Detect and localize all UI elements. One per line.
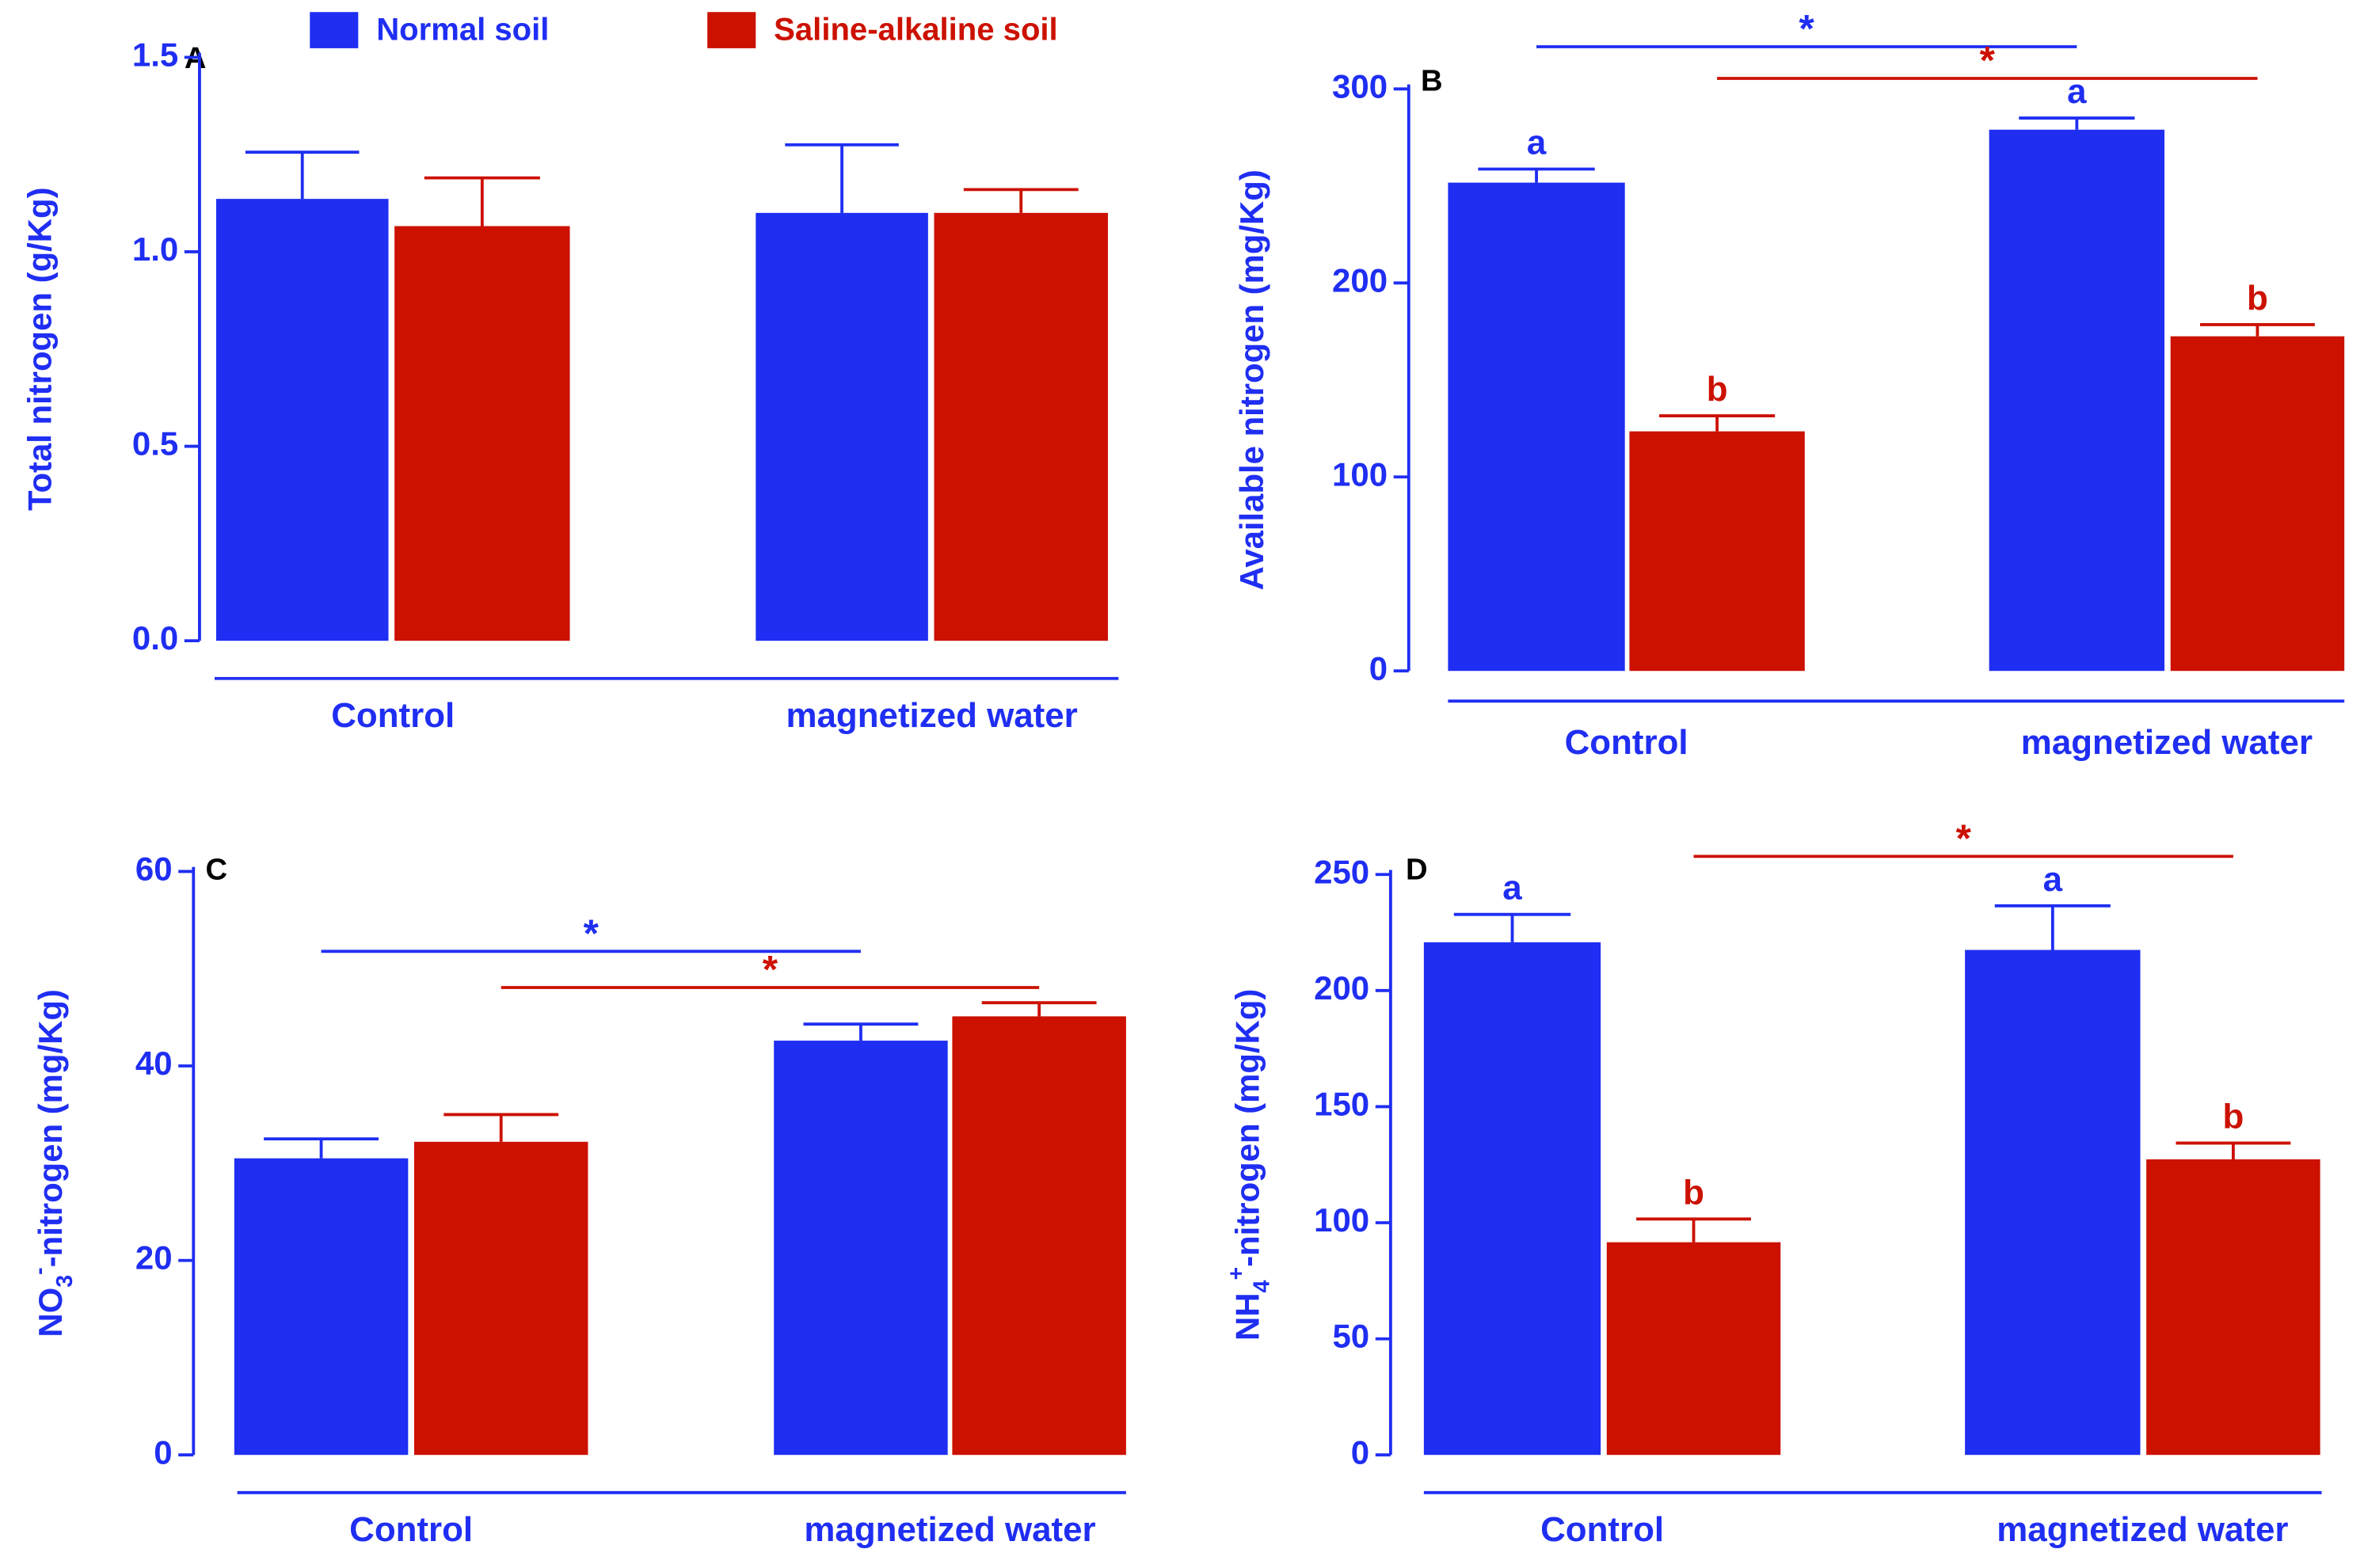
significance-letter: a — [1527, 124, 1547, 162]
x-tick-label: magnetized water — [804, 1510, 1095, 1549]
y-axis-label-part: -nitrogen (mg/Kg) — [1228, 989, 1266, 1267]
panel: B 0 100 200 300 Available nitrogen (mg/Kg) Con… — [1233, 6, 2345, 762]
y-axis-label-part: NH — [1228, 1292, 1266, 1340]
y-tick-label: 40 — [135, 1045, 173, 1082]
panel-label: D — [1406, 853, 1428, 887]
y-axis-label: Available nitrogen (mg/Kg) — [1233, 169, 1270, 590]
significance-star: * — [1799, 6, 1815, 51]
significance-letter: a — [1502, 869, 1522, 908]
legend-label: Saline-alkaline soil — [774, 13, 1058, 48]
y-tick-label: 0.5 — [132, 425, 178, 462]
x-tick-label: Control — [1565, 723, 1688, 762]
significance-star: * — [584, 911, 600, 955]
x-tick-label: magnetized water — [2021, 723, 2313, 762]
bar — [394, 226, 570, 641]
legend-swatch — [707, 12, 756, 48]
y-tick-label: 200 — [1332, 261, 1388, 299]
significance-letter: a — [2043, 860, 2063, 899]
bar — [234, 1158, 409, 1456]
x-tick-label: magnetized water — [786, 696, 1078, 735]
y-tick-label: 0 — [154, 1433, 172, 1471]
y-axis-label-part: 3 — [51, 1275, 77, 1288]
significance-letter: b — [2247, 279, 2268, 318]
bar — [2146, 1159, 2320, 1456]
significance-star: * — [1980, 38, 1996, 82]
y-tick-label: 50 — [1332, 1318, 1369, 1355]
x-tick-label: Control — [331, 696, 455, 735]
y-axis-label-part: Total nitrogen (g/Kg) — [21, 187, 58, 511]
bar — [952, 1016, 1126, 1456]
bar — [1448, 182, 1625, 672]
x-tick-label: Control — [1540, 1510, 1664, 1549]
significance-letter: b — [1707, 370, 1728, 409]
y-tick-label: 250 — [1314, 853, 1369, 890]
x-tick-label: Control — [349, 1510, 473, 1549]
bar — [1423, 942, 1601, 1456]
significance-star: * — [1956, 816, 1972, 860]
y-axis-label: Total nitrogen (g/Kg) — [21, 187, 58, 511]
bar — [1606, 1242, 1781, 1456]
significance-letter: b — [2223, 1098, 2244, 1136]
bar — [774, 1041, 948, 1456]
bar — [756, 212, 928, 641]
y-tick-label: 0 — [1369, 649, 1388, 687]
y-tick-label: 1.5 — [132, 36, 178, 73]
y-tick-label: 0 — [1351, 1433, 1369, 1471]
y-tick-label: 200 — [1314, 969, 1369, 1007]
y-axis-label-part: Available nitrogen (mg/Kg) — [1233, 169, 1270, 590]
legend-swatch — [310, 12, 359, 48]
panel: C 0 20 40 60 NO3--nitrogen (mg/Kg) Control magn… — [26, 851, 1126, 1549]
y-axis-label-part: - — [26, 1267, 51, 1275]
bar — [2170, 336, 2345, 672]
y-tick-label: 60 — [135, 851, 173, 888]
y-tick-label: 100 — [1314, 1201, 1369, 1239]
y-axis-label-part: 4 — [1249, 1280, 1274, 1292]
bar — [413, 1141, 588, 1456]
y-axis-label: NH4+-nitrogen (mg/Kg) — [1224, 989, 1274, 1341]
y-tick-label: 300 — [1332, 67, 1388, 105]
y-tick-label: 20 — [135, 1239, 173, 1277]
x-tick-label: magnetized water — [1997, 1510, 2288, 1549]
y-tick-label: 150 — [1314, 1086, 1369, 1123]
y-axis-label-part: -nitrogen (mg/Kg) — [32, 989, 69, 1267]
significance-letter: b — [1683, 1173, 1704, 1212]
y-tick-label: 1.0 — [132, 230, 178, 268]
panel-label: B — [1421, 64, 1443, 98]
y-tick-label: 0.0 — [132, 619, 178, 657]
bar — [215, 199, 389, 641]
y-axis-label: NO3--nitrogen (mg/Kg) — [26, 989, 77, 1337]
panel: D 0 50 100 150 200 250 NH4+-nitrogen (mg/Kg) Con… — [1224, 816, 2322, 1549]
legend-label: Normal soil — [376, 13, 549, 48]
bar — [1965, 950, 2141, 1456]
y-axis-label-part: + — [1224, 1267, 1249, 1281]
bar — [1629, 431, 1805, 672]
bar — [934, 212, 1108, 641]
significance-star: * — [763, 947, 778, 991]
y-axis-label-part: NO — [32, 1288, 69, 1338]
bar — [1989, 129, 2165, 672]
panel-label: C — [206, 853, 228, 887]
y-tick-label: 100 — [1332, 455, 1388, 493]
